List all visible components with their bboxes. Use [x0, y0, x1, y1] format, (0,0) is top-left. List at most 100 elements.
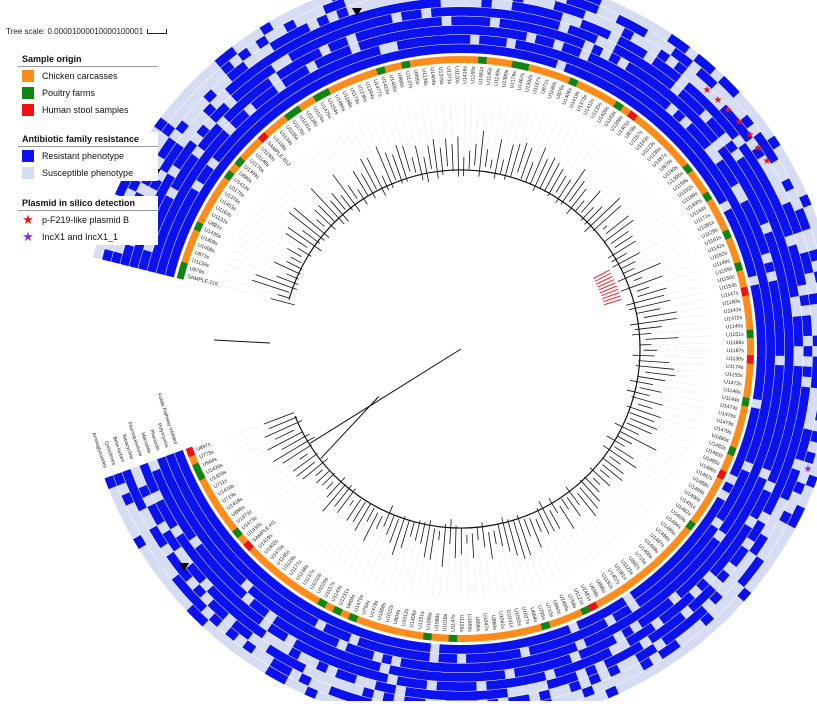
branch: [393, 155, 403, 184]
origin-cell: [743, 389, 751, 399]
branch: [578, 493, 596, 516]
branch: [392, 516, 405, 555]
heatmap-cell: [802, 262, 813, 275]
heatmap-cell: [429, 653, 439, 663]
heatmap-cell: [443, 35, 453, 44]
taxon-label: U1120s: [454, 66, 460, 84]
heatmap-cell: [452, 44, 461, 53]
heatmap-cell: [494, 661, 505, 671]
branch: [297, 462, 315, 476]
origin-cell: [418, 58, 428, 66]
heatmap-cell: [395, 31, 406, 41]
heatmap-cell: [765, 365, 774, 375]
taxon-label: U1138s: [420, 68, 428, 87]
legend-item: Poultry farms: [18, 84, 158, 101]
heatmap-cell: [805, 272, 816, 284]
heatmap-cell: [484, 653, 494, 663]
guide-line: [307, 152, 344, 199]
branch: [603, 458, 624, 474]
branch: [430, 528, 435, 559]
highlight-branch: [600, 286, 617, 293]
taxon-label: U1155s: [725, 372, 743, 380]
branch: [615, 423, 639, 434]
origin-cell: [516, 628, 526, 637]
heatmap-cell: [428, 662, 438, 672]
origin-cell: [491, 632, 501, 640]
heatmap-cell: [486, 680, 497, 690]
heatmap-cell: [798, 284, 808, 296]
highlight-branch: [599, 283, 616, 290]
heatmap-cell: [393, 21, 404, 32]
branch: [580, 480, 599, 501]
branch: [494, 531, 496, 544]
heatmap-cell: [789, 395, 799, 406]
origin-cell: [495, 58, 505, 66]
heatmap-cell: [471, 16, 481, 25]
heatmap-cell: [406, 38, 417, 48]
swatch-human: [22, 104, 34, 116]
branch: [629, 300, 670, 310]
heatmap-cell: [481, 0, 492, 8]
heatmap-cell: [485, 671, 496, 681]
legend-item: Chicken carcasses: [18, 67, 158, 84]
branch: [627, 390, 649, 396]
branch: [363, 513, 377, 541]
origin-cell: [409, 59, 419, 67]
heatmap-cell: [793, 316, 803, 327]
swatch-susceptible: [22, 167, 34, 179]
branch: [282, 434, 310, 450]
heatmap-cell: [496, 679, 507, 689]
origin-cell: [524, 626, 534, 635]
branch: [274, 262, 301, 274]
highlight-branch: [593, 270, 609, 278]
branch: [560, 506, 574, 529]
branch: [603, 226, 607, 229]
branch: [327, 477, 345, 497]
heatmap-cell: [528, 692, 540, 701]
branch: [287, 248, 301, 256]
branch: [611, 231, 628, 243]
legend-item: Susceptible phenotype: [18, 164, 158, 181]
heatmap-cell: [456, 691, 467, 700]
heatmap-cell: [775, 337, 784, 347]
guide-line: [605, 473, 650, 512]
heatmap-cell: [784, 356, 793, 366]
guide-line: [648, 384, 707, 395]
branch: [294, 208, 329, 238]
branch: [615, 447, 634, 459]
branch: [316, 471, 329, 483]
heatmap-cell: [803, 325, 812, 336]
branch: [376, 516, 382, 529]
guide-line: [403, 534, 417, 592]
branch: [627, 423, 652, 434]
plasmid-b-star-icon: ★: [703, 85, 712, 96]
star-icon: ★: [22, 231, 34, 243]
branch: [580, 488, 598, 509]
guide-line: [591, 166, 632, 210]
heatmap-cell: [753, 302, 763, 312]
branch: [302, 230, 319, 243]
heatmap-cell: [452, 26, 462, 35]
heatmap-cell: [411, 9, 422, 19]
heatmap-cell: [509, 639, 520, 649]
branch: [415, 520, 420, 540]
plasmid-b-star-icon: ★: [754, 143, 763, 154]
tree-scale: Tree scale: 0.00001000010000100001: [6, 27, 167, 36]
legend-sample-origin: Sample origin Chicken carcasses Poultry …: [18, 52, 158, 118]
branch: [633, 355, 655, 356]
heatmap-cell: [484, 662, 494, 672]
branch: [264, 413, 294, 424]
heatmap-cell: [806, 408, 817, 420]
heatmap-cell: [478, 45, 488, 54]
branch: [530, 518, 542, 547]
heatmap-cell: [753, 390, 763, 400]
guide-line: [492, 102, 502, 161]
sample-origin-ring: [177, 56, 754, 642]
taxon-label: U1472s: [724, 315, 743, 323]
branch: [428, 145, 432, 168]
heatmap-cell: [399, 1, 411, 11]
heatmap-cell: [766, 337, 775, 347]
heatmap-cell: [756, 364, 765, 374]
branch: [319, 205, 335, 221]
heatmap-cell: [807, 283, 817, 295]
